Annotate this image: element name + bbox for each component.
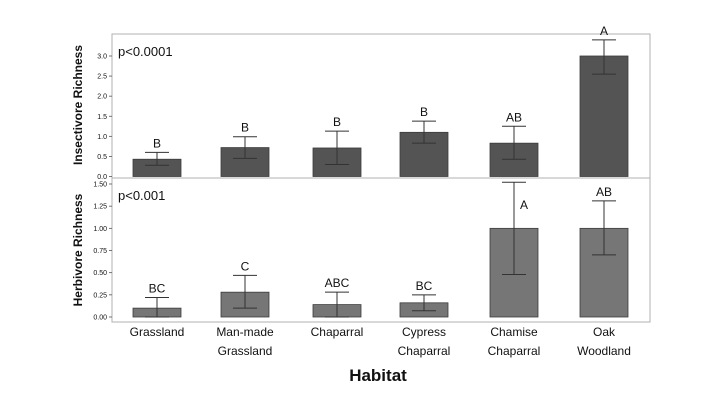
y-tick-label: 1.25	[93, 204, 107, 211]
y-tick-label: 3.0	[97, 54, 107, 61]
significance-letter: B	[333, 115, 341, 129]
y-tick-label: 1.5	[97, 114, 107, 121]
bar	[579, 55, 629, 177]
y-tick-label: 2.5	[97, 74, 107, 81]
p-value-annotation: p<0.0001	[118, 44, 173, 59]
significance-letter: AB	[596, 185, 612, 199]
x-axis-title: Habitat	[349, 366, 407, 385]
significance-letter: BC	[149, 281, 166, 295]
category-label: Grassland	[130, 325, 185, 339]
category-label: Chaparral	[488, 344, 541, 358]
y-tick-label: 0.25	[93, 292, 107, 299]
significance-letter: AB	[506, 110, 522, 124]
significance-letter: BC	[416, 279, 433, 293]
panel-frame	[111, 33, 651, 179]
y-axis-title: Herbivore Richness	[71, 193, 85, 306]
category-label: Chaparral	[398, 344, 451, 358]
y-tick-label: 1.0	[97, 134, 107, 141]
y-tick-label: 1.50	[93, 182, 107, 189]
significance-letter: B	[420, 105, 428, 119]
panel-2: 0.00 0.25 0.50 0.75 1.00 1.25 1.50 Herbivore Ri…	[71, 177, 651, 323]
y-tick-label: 0.00	[93, 315, 107, 322]
panel-frame	[111, 177, 651, 323]
category-label: Chaparral	[311, 325, 364, 339]
panel-1: 0.0 0.5 1.0 1.5 2.0 2.5 3.0 Insectivore Richnes…	[71, 24, 651, 181]
y-tick-label: 0.50	[93, 270, 107, 277]
significance-letter: B	[153, 136, 161, 150]
y-tick-label: 0.75	[93, 248, 107, 255]
significance-letter: ABC	[325, 276, 350, 290]
significance-letter: A	[600, 24, 608, 38]
y-tick-label: 1.00	[93, 226, 107, 233]
x-category-labels: Grassland Man-made Grassland Chaparral Cypre…	[130, 325, 631, 358]
category-label: Man-made	[216, 325, 274, 339]
category-label: Cypress	[402, 325, 446, 339]
significance-letter: A	[520, 198, 528, 212]
p-value-annotation: p<0.001	[118, 188, 165, 203]
significance-letter: B	[241, 121, 249, 135]
category-label: Chamise	[490, 325, 538, 339]
y-tick-label: 0.5	[97, 154, 107, 161]
category-label: Oak	[593, 325, 616, 339]
y-tick-label: 0.0	[97, 174, 107, 181]
y-axis-title: Insectivore Richness	[71, 45, 85, 165]
y-tick-label: 2.0	[97, 94, 107, 101]
category-label: Grassland	[218, 344, 273, 358]
significance-letter: C	[241, 259, 250, 273]
bar	[220, 147, 270, 177]
category-label: Woodland	[577, 344, 631, 358]
